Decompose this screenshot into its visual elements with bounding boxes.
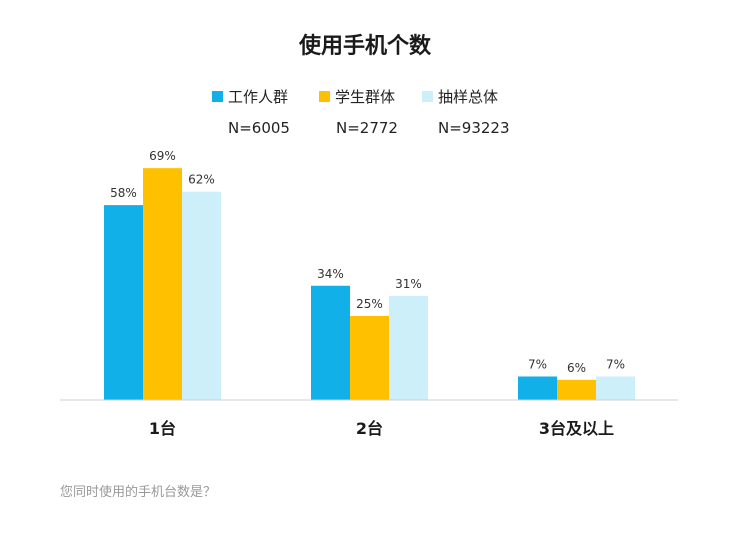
bar-overall-3plus bbox=[596, 376, 635, 400]
value-label-work-3plus: 7% bbox=[528, 357, 547, 371]
legend-swatch-students bbox=[319, 91, 330, 102]
value-label-overall-1: 62% bbox=[188, 173, 215, 187]
legend-item-work: 工作人群 bbox=[212, 86, 288, 107]
value-label-overall-3plus: 7% bbox=[606, 357, 625, 371]
category-label-2: 2台 bbox=[356, 419, 383, 438]
legend-label-students: 学生群体 bbox=[335, 88, 396, 106]
footnote: 您同时使用的手机台数是？ bbox=[60, 485, 217, 500]
legend-label-overall: 抽样总体 bbox=[438, 88, 499, 106]
bar-work-3plus bbox=[518, 376, 557, 400]
value-label-students-3plus: 6% bbox=[567, 361, 586, 375]
legend-label-work: 工作人群 bbox=[228, 88, 289, 106]
bar-work-1 bbox=[104, 205, 143, 400]
bar-overall-1 bbox=[182, 191, 221, 400]
n-label-work: N=6005 bbox=[228, 119, 290, 137]
bar-students-2 bbox=[350, 316, 389, 400]
bar-students-1 bbox=[143, 168, 182, 400]
legend-item-students: 学生群体 bbox=[319, 86, 395, 107]
legend-item-overall: 抽样总体 bbox=[422, 86, 498, 107]
bar-students-3plus bbox=[557, 379, 596, 400]
value-label-overall-2: 31% bbox=[395, 277, 422, 291]
bars-group bbox=[104, 168, 635, 400]
value-label-students-1: 69% bbox=[149, 149, 176, 163]
category-label-3plus: 3台及以上 bbox=[539, 419, 614, 438]
value-label-work-1: 58% bbox=[110, 186, 137, 200]
category-label-1: 1台 bbox=[149, 419, 176, 438]
n-label-overall: N=93223 bbox=[438, 119, 510, 137]
legend-swatch-overall bbox=[422, 91, 433, 102]
category-labels-group: 1台 2台 3台及以上 bbox=[149, 419, 614, 438]
chart-title: 使用手机个数 bbox=[298, 34, 431, 59]
bar-overall-2 bbox=[389, 295, 428, 400]
value-label-students-2: 25% bbox=[356, 297, 383, 311]
legend-swatch-work bbox=[212, 91, 223, 102]
value-label-work-2: 34% bbox=[317, 267, 344, 281]
bar-work-2 bbox=[311, 285, 350, 400]
value-labels-group: 58% 69% 62% 34% 25% 31% 7% 6% 7% bbox=[110, 149, 625, 375]
n-label-students: N=2772 bbox=[336, 119, 398, 137]
